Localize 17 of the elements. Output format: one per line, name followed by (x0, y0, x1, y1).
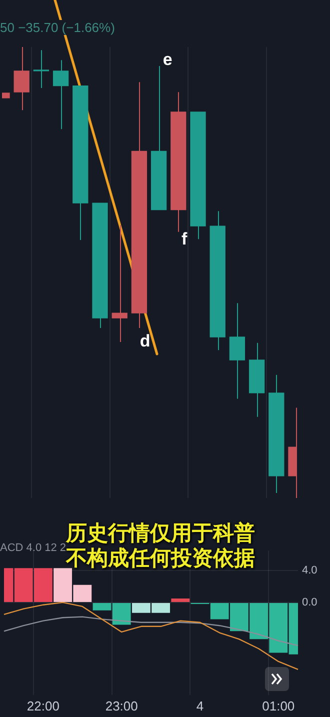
x-tick-label: 4 (196, 698, 204, 714)
candlestick (14, 46, 30, 111)
candlestick (52, 60, 69, 130)
candlestick (229, 302, 246, 400)
x-tick-label: 01:00 (262, 698, 295, 714)
y-tick-label: 4.0 (302, 564, 318, 577)
annotation: 历史行情仅用于科普不构成任何投资依据 (66, 521, 256, 571)
y-tick-label: 0.0 (302, 596, 318, 608)
annotation: e (162, 50, 172, 69)
chart-title: ACD 4.0 12 2 (0, 542, 66, 554)
annotation: f (181, 230, 188, 249)
x-tick-label: 23:00 (105, 698, 138, 714)
x-tick-label: 22:00 (26, 698, 60, 714)
chart-subtitle: 50 −35.70 (−1.66%) (0, 20, 115, 35)
candlestick (112, 224, 128, 342)
bar (171, 598, 190, 602)
annotation: d (140, 332, 150, 351)
